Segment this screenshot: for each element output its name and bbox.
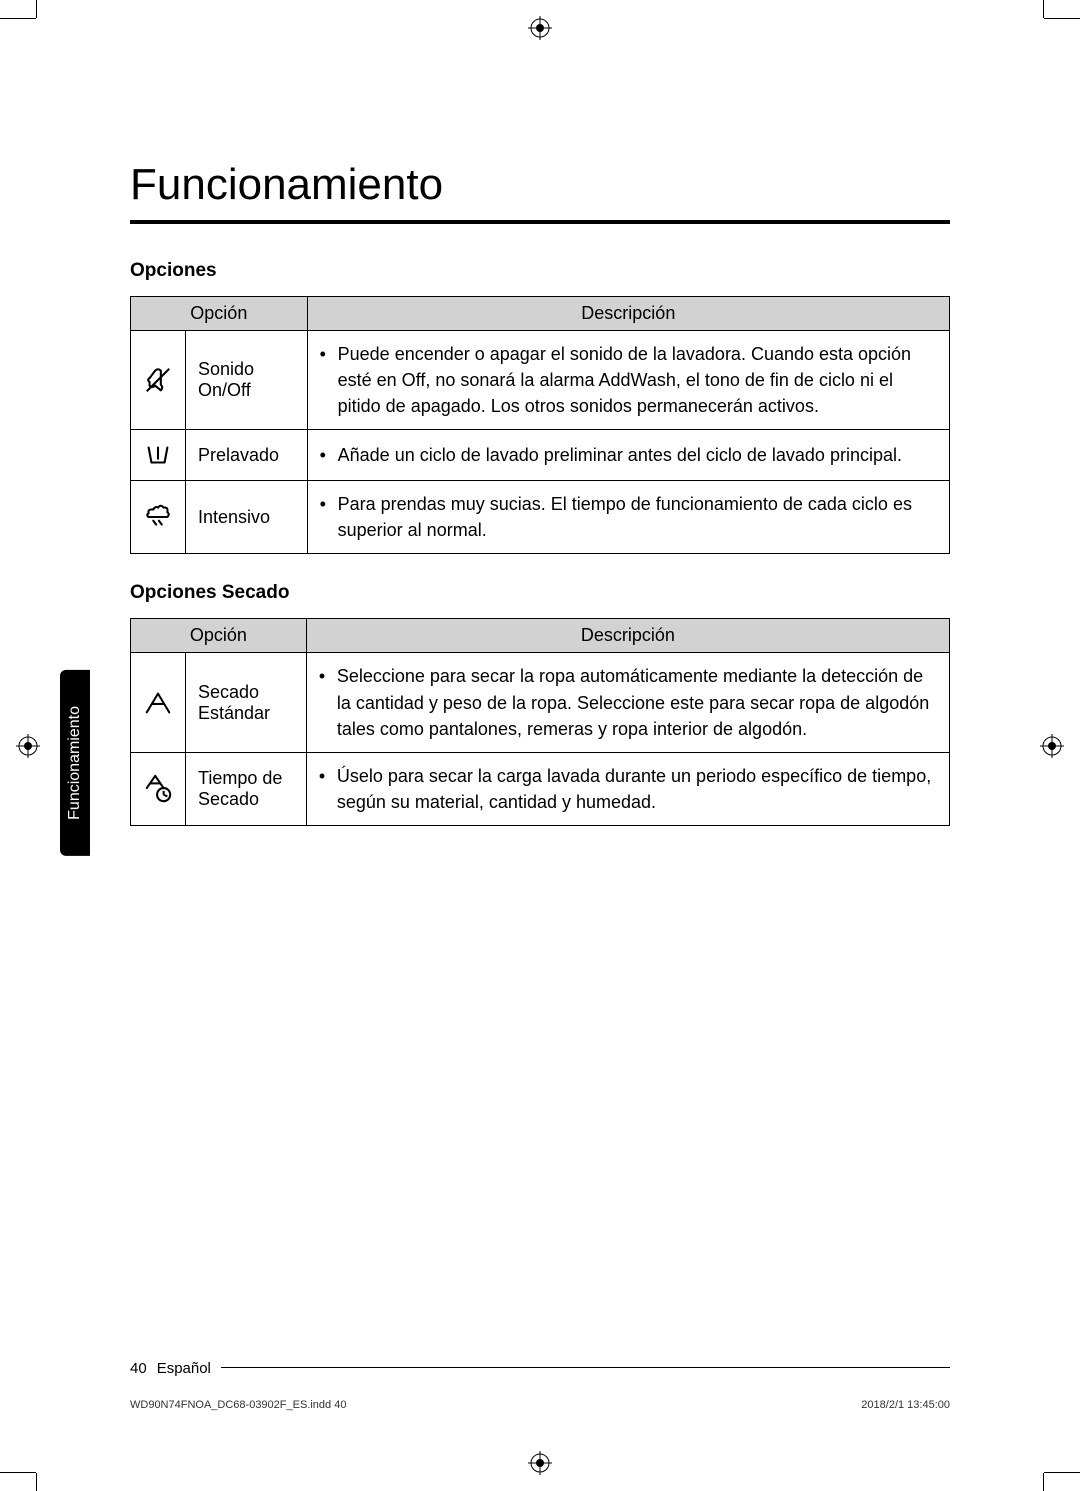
table-row: Prelavado Añade un ciclo de lavado preli… [131, 430, 950, 481]
crop-mark [36, 0, 37, 18]
crop-mark [1044, 18, 1080, 19]
registration-mark-icon [528, 1451, 552, 1475]
option-description: Añade un ciclo de lavado preliminar ante… [307, 430, 949, 481]
page-content: Funcionamiento Funcionamiento Opciones O… [60, 60, 1020, 1431]
option-description: Úselo para secar la carga lavada durante… [306, 752, 949, 825]
intensive-icon [143, 502, 173, 532]
footer-rule [221, 1367, 950, 1368]
option-name: Prelavado [186, 430, 308, 481]
description-text: Puede encender o apagar el sonido de la … [338, 341, 937, 419]
option-icon-cell [131, 430, 186, 481]
option-icon-cell [131, 752, 186, 825]
section-heading-opciones: Opciones [130, 260, 950, 282]
table-row: Sonido On/Off Puede encender o apagar el… [131, 331, 950, 430]
print-filename: WD90N74FNOA_DC68-03902F_ES.indd 40 [130, 1399, 346, 1411]
table-row: Tiempo de Secado Úselo para secar la car… [131, 752, 950, 825]
col-header-option: Opción [131, 619, 307, 653]
crop-mark [1043, 1473, 1044, 1491]
registration-mark-icon [16, 734, 40, 758]
option-name: Tiempo de Secado [186, 752, 307, 825]
option-icon-cell [131, 331, 186, 430]
options-table: Opción Descripción Sonido On/Off Puede e… [130, 296, 950, 554]
crop-mark [36, 1473, 37, 1491]
table-row: Secado Estándar Seleccione para secar la… [131, 653, 950, 752]
footer-language: Español [157, 1360, 211, 1377]
page-title: Funcionamiento [130, 160, 950, 224]
side-tab: Funcionamiento [60, 670, 90, 856]
registration-mark-icon [528, 16, 552, 40]
page-number: 40 [130, 1360, 147, 1377]
col-header-description: Descripción [307, 297, 949, 331]
description-text: Añade un ciclo de lavado preliminar ante… [338, 442, 937, 468]
description-text: Úselo para secar la carga lavada durante… [337, 763, 937, 815]
option-name: Intensivo [186, 481, 308, 554]
option-name: Sonido On/Off [186, 331, 308, 430]
section-heading-secado: Opciones Secado [130, 582, 950, 604]
option-icon-cell [131, 481, 186, 554]
option-icon-cell [131, 653, 186, 752]
option-name: Secado Estándar [186, 653, 307, 752]
print-metadata: WD90N74FNOA_DC68-03902F_ES.indd 40 2018/… [130, 1399, 950, 1411]
sound-off-icon [143, 365, 173, 395]
table-row: Intensivo Para prendas muy sucias. El ti… [131, 481, 950, 554]
crop-mark [0, 18, 36, 19]
option-description: Seleccione para secar la ropa automática… [306, 653, 949, 752]
registration-mark-icon [1040, 734, 1064, 758]
dry-standard-icon [143, 688, 173, 718]
option-description: Para prendas muy sucias. El tiempo de fu… [307, 481, 949, 554]
option-description: Puede encender o apagar el sonido de la … [307, 331, 949, 430]
crop-mark [1044, 1472, 1080, 1473]
drying-options-table: Opción Descripción Secado Estándar Selec… [130, 618, 950, 825]
col-header-description: Descripción [306, 619, 949, 653]
dry-time-icon [143, 774, 173, 804]
print-timestamp: 2018/2/1 13:45:00 [861, 1399, 950, 1411]
description-text: Para prendas muy sucias. El tiempo de fu… [338, 491, 937, 543]
crop-mark [0, 1472, 36, 1473]
crop-mark [1043, 0, 1044, 18]
description-text: Seleccione para secar la ropa automática… [337, 663, 937, 741]
col-header-option: Opción [131, 297, 308, 331]
page-footer: 40 Español [130, 1360, 950, 1377]
prewash-icon [143, 440, 173, 470]
